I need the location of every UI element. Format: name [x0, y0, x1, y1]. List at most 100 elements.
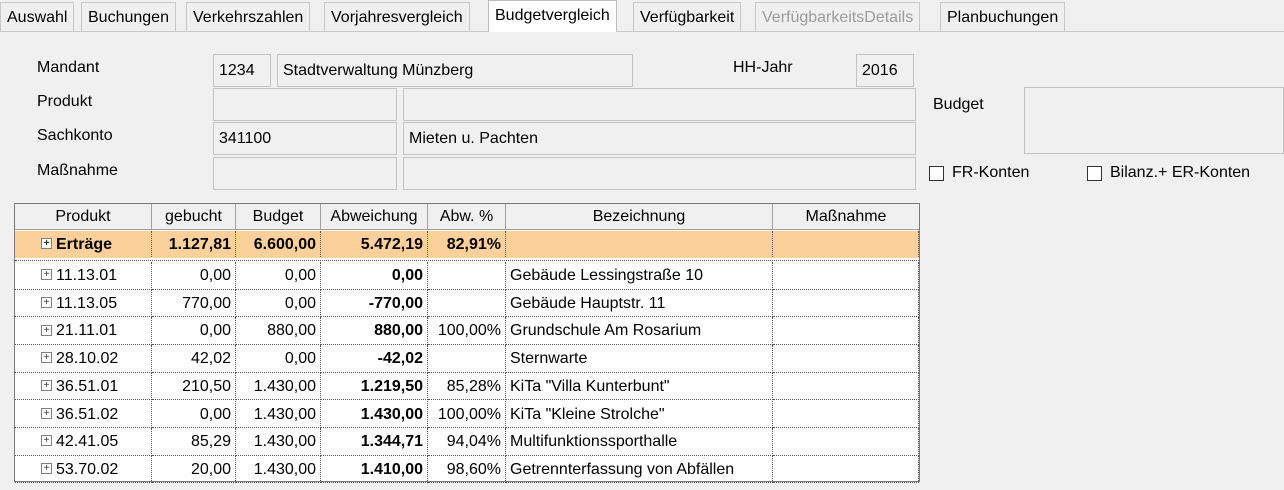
fr-konten-checkbox[interactable]: FR-Konten — [929, 164, 1029, 182]
table-row[interactable]: +11.13.05 770,00 0,00 -770,00 Gebäude Haupts… — [15, 289, 919, 318]
cell-abweichung: 1.410,00 — [321, 455, 428, 484]
cell-bezeichnung: Getrennterfassung von Abfällen — [506, 455, 773, 484]
produkt-number-field[interactable] — [213, 88, 397, 121]
column-header-abweichung[interactable]: Abweichung — [321, 204, 428, 230]
cell-gebucht: 42,02 — [152, 345, 236, 373]
cell-abw-pct — [428, 262, 506, 290]
cell-massnahme — [773, 372, 919, 401]
column-header-produkt[interactable]: Produkt — [15, 204, 152, 230]
hhjahr-label: HH-Jahr — [733, 59, 793, 76]
fr-konten-checkbox-box[interactable] — [929, 165, 944, 181]
plus-box-icon[interactable]: + — [41, 463, 52, 475]
plus-box-icon[interactable]: + — [41, 269, 52, 281]
sachkonto-number-field[interactable]: 341100 — [213, 122, 397, 155]
table-row[interactable]: +21.11.01 0,00 880,00 880,00 100,00% Grundsch… — [15, 317, 919, 345]
cell-abw-pct: 100,00% — [428, 400, 506, 429]
cell-abw-pct: 100,00% — [428, 317, 506, 345]
hhjahr-field[interactable]: 2016 — [856, 54, 914, 87]
cell-abweichung: 1.344,71 — [321, 428, 428, 456]
cell-gebucht: 20,00 — [152, 455, 236, 484]
column-header-budget[interactable]: Budget — [236, 204, 321, 230]
cell-budget: 1.430,00 — [236, 372, 321, 401]
column-header-gebucht[interactable]: gebucht — [152, 204, 236, 230]
cell-budget: 0,00 — [236, 289, 321, 318]
cell-gebucht: 0,00 — [152, 317, 236, 345]
summary-abweichung-cell: 5.472,19 — [321, 231, 428, 259]
cell-produkt-text: 28.10.02 — [56, 350, 119, 368]
plus-box-icon[interactable]: + — [41, 380, 52, 392]
budget-comparison-grid: Produkt gebucht Budget Abweichung Abw. %… — [14, 203, 920, 484]
tab-budgetvergleich[interactable]: Budgetvergleich — [488, 0, 617, 32]
cell-produkt-text: 11.13.05 — [56, 294, 118, 312]
plus-box-icon[interactable]: + — [41, 238, 52, 250]
summary-bezeichnung-cell — [506, 231, 773, 259]
produkt-label: Produkt — [37, 93, 93, 110]
budget-field[interactable] — [1024, 87, 1284, 154]
bilanz-er-konten-checkbox-box[interactable] — [1087, 165, 1102, 181]
cell-produkt-text: 53.70.02 — [56, 460, 119, 478]
cell-produkt-text: 36.51.02 — [56, 405, 119, 423]
cell-produkt: +42.41.05 — [15, 428, 152, 456]
mandant-name-field[interactable]: Stadtverwaltung Münzberg — [277, 54, 633, 87]
plus-box-icon[interactable]: + — [41, 352, 52, 364]
cell-produkt: +28.10.02 — [15, 345, 152, 373]
cell-abw-pct: 85,28% — [428, 372, 506, 401]
mandant-number-field[interactable]: 1234 — [213, 54, 271, 87]
cell-bezeichnung: Sternwarte — [506, 345, 773, 373]
plus-box-icon[interactable]: + — [41, 296, 52, 308]
cell-abweichung: 880,00 — [321, 317, 428, 345]
produkt-name-field[interactable] — [403, 88, 916, 121]
cell-massnahme — [773, 317, 919, 345]
cell-bezeichnung: Grundschule Am Rosarium — [506, 317, 773, 345]
cell-produkt-text: 36.51.01 — [56, 377, 119, 395]
tab-auswahl[interactable]: Auswahl — [0, 2, 75, 31]
filter-panel: Mandant 1234 Stadtverwaltung Münzberg HH… — [14, 40, 1284, 192]
cell-abw-pct — [428, 345, 506, 373]
cell-budget: 1.430,00 — [236, 428, 321, 456]
cell-gebucht: 210,50 — [152, 372, 236, 401]
column-header-abw-pct[interactable]: Abw. % — [428, 204, 506, 230]
cell-abw-pct: 94,04% — [428, 428, 506, 456]
column-header-massnahme[interactable]: Maßnahme — [805, 208, 887, 225]
sachkonto-name-field[interactable]: Mieten u. Pachten — [403, 122, 916, 155]
summary-massnahme-cell — [773, 231, 919, 259]
tab-buchungen[interactable]: Buchungen — [81, 2, 176, 31]
plus-box-icon[interactable]: + — [41, 324, 52, 336]
massnahme-number-field[interactable] — [213, 157, 397, 190]
massnahme-name-field[interactable] — [403, 157, 916, 190]
cell-massnahme — [773, 289, 919, 318]
cell-budget: 1.430,00 — [236, 455, 321, 484]
table-row[interactable]: +11.13.01 0,00 0,00 0,00 Gebäude Lessingstra… — [15, 262, 919, 290]
plus-box-icon[interactable]: + — [41, 435, 52, 447]
tab-vorjahresvergleich[interactable]: Vorjahresvergleich — [324, 2, 470, 31]
cell-produkt: +53.70.02 — [15, 455, 152, 484]
tab-verfuegbarkeit[interactable]: Verfügbarkeit — [633, 2, 742, 31]
cell-abweichung: -42,02 — [321, 345, 428, 373]
cell-massnahme — [773, 400, 919, 429]
summary-row-ertraege[interactable]: + Erträge 1.127,81 6.600,00 5.472,19 82,9… — [15, 231, 919, 259]
bilanz-er-konten-checkbox[interactable]: Bilanz.+ ER-Konten — [1087, 164, 1250, 182]
tab-planbuchungen[interactable]: Planbuchungen — [940, 2, 1066, 31]
plus-box-icon[interactable]: + — [41, 407, 52, 419]
cell-produkt: +11.13.01 — [15, 262, 152, 290]
cell-bezeichnung: Gebäude Hauptstr. 11 — [506, 289, 773, 318]
summary-abw-pct-cell: 82,91% — [428, 231, 506, 259]
tab-verkehrszahlen[interactable]: Verkehrszahlen — [186, 2, 311, 31]
cell-produkt: +36.51.02 — [15, 400, 152, 429]
cell-produkt: +21.11.01 — [15, 317, 152, 345]
cell-abweichung: 1.219,50 — [321, 372, 428, 401]
column-header-bezeichnung[interactable]: Bezeichnung — [506, 204, 773, 230]
cell-produkt-text: 21.11.01 — [56, 322, 118, 340]
cell-bezeichnung: KiTa "Kleine Strolche" — [506, 400, 773, 429]
cell-massnahme — [773, 345, 919, 373]
table-row[interactable]: +28.10.02 42,02 0,00 -42,02 Sternwarte — [15, 345, 919, 373]
cell-gebucht: 0,00 — [152, 400, 236, 429]
cell-budget: 0,00 — [236, 345, 321, 373]
table-row[interactable]: +53.70.02 20,00 1.430,00 1.410,00 98,60% Getr… — [15, 455, 919, 484]
cell-abw-pct: 98,60% — [428, 455, 506, 484]
cell-massnahme — [773, 455, 919, 484]
table-row[interactable]: +42.41.05 85,29 1.430,00 1.344,71 94,04% Mult… — [15, 428, 919, 456]
table-row[interactable]: +36.51.01 210,50 1.430,00 1.219,50 85,28% KiT… — [15, 372, 919, 401]
table-row[interactable]: +36.51.02 0,00 1.430,00 1.430,00 100,00% KiTa… — [15, 400, 919, 429]
summary-separator — [15, 258, 919, 261]
